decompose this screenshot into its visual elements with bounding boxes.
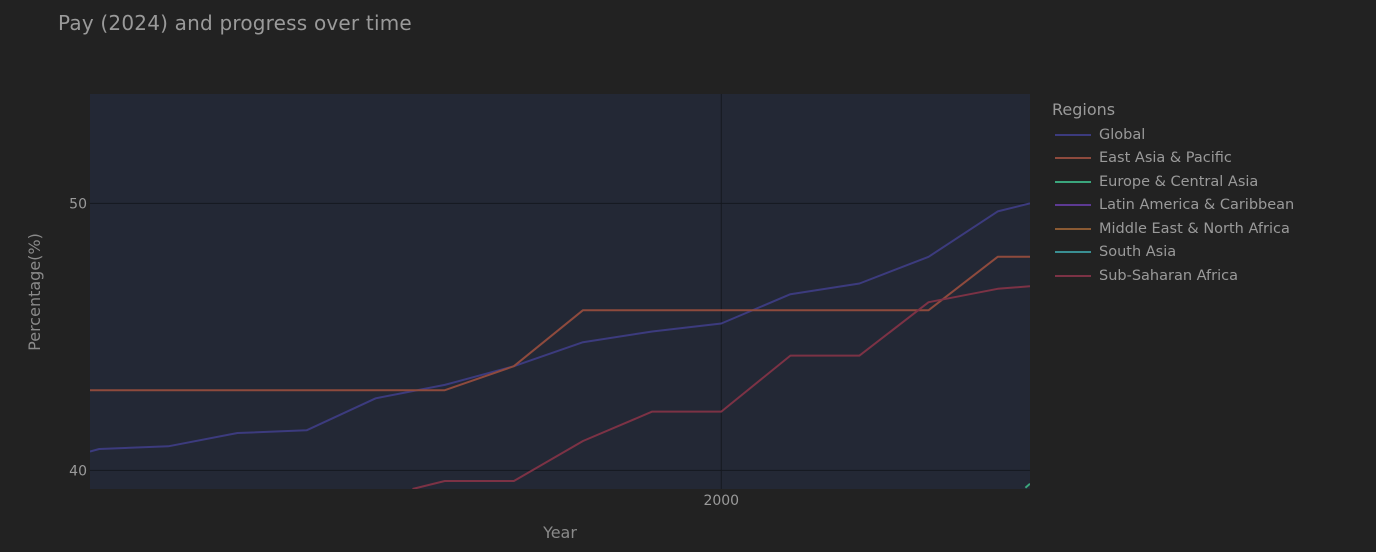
legend-item-middle-east-north-africa[interactable]: Middle East & North Africa xyxy=(1052,217,1294,241)
legend-swatch xyxy=(1055,227,1091,230)
legend-swatch xyxy=(1055,180,1091,183)
legend-swatch xyxy=(1055,274,1091,277)
legend-item-sub-saharan-africa[interactable]: Sub-Saharan Africa xyxy=(1052,264,1294,288)
plot-area xyxy=(90,94,1030,489)
legend-label: Middle East & North Africa xyxy=(1099,220,1290,237)
legend-title: Regions xyxy=(1052,100,1116,119)
series-line-global xyxy=(90,202,1030,453)
legend-items: Global East Asia & Pacific Europe & Centra… xyxy=(1052,123,1294,288)
legend-label: Latin America & Caribbean xyxy=(1099,197,1295,214)
legend-swatch xyxy=(1055,157,1091,160)
legend-label: Europe & Central Asia xyxy=(1099,173,1259,190)
legend-label: East Asia & Pacific xyxy=(1099,150,1232,167)
legend-swatch xyxy=(1055,204,1091,207)
x-tick-label: 2000 xyxy=(703,493,739,509)
legend-item-global[interactable]: Global xyxy=(1052,123,1294,147)
legend-swatch xyxy=(1055,251,1091,254)
y-tick-label: 40 xyxy=(69,463,87,479)
y-axis-title: Percentage(%) xyxy=(25,233,44,351)
legend-label: Global xyxy=(1099,126,1146,143)
y-tick-label: 50 xyxy=(69,196,87,212)
legend-label: Sub-Saharan Africa xyxy=(1099,267,1238,284)
legend-item-east-asia-pacific[interactable]: East Asia & Pacific xyxy=(1052,147,1294,171)
legend-label: South Asia xyxy=(1099,244,1177,261)
series-line-europe-central-asia xyxy=(1024,482,1030,489)
legend-swatch xyxy=(1055,133,1091,136)
x-axis-title: Year xyxy=(542,523,577,542)
chart-title: Pay (2024) and progress over time xyxy=(58,11,412,35)
legend-item-south-asia[interactable]: South Asia xyxy=(1052,241,1294,265)
series-line-sub-saharan-africa xyxy=(412,285,1030,489)
legend-item-europe-central-asia[interactable]: Europe & Central Asia xyxy=(1052,170,1294,194)
tick-labels: 40 50 2000 xyxy=(69,196,739,509)
legend-item-latin-america-caribbean[interactable]: Latin America & Caribbean xyxy=(1052,194,1294,218)
series-line-east-asia-pacific xyxy=(90,255,1030,392)
legend: Regions Global East Asia & Pacific Europe … xyxy=(1052,99,1294,288)
series-lines xyxy=(90,202,1030,489)
gridlines xyxy=(90,94,1030,489)
